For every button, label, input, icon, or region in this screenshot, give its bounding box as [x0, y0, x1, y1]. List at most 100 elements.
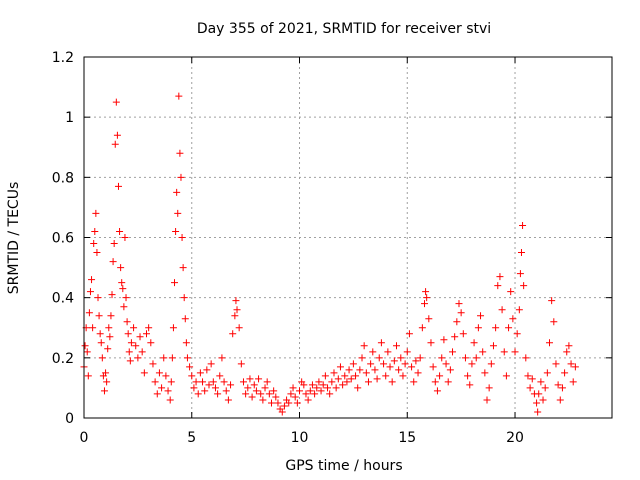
- data-point: [569, 378, 577, 386]
- data-point: [516, 270, 524, 278]
- data-point: [343, 378, 351, 386]
- data-point: [474, 324, 482, 332]
- data-point: [181, 315, 189, 323]
- data-point: [535, 390, 543, 398]
- data-point: [453, 318, 461, 326]
- data-point: [92, 209, 100, 217]
- data-point: [550, 318, 558, 326]
- data-point: [468, 360, 476, 368]
- axis-ticks: 0 0.2 0.4 0.6 0.8 1 1.2 0 5 10 15 20: [52, 50, 612, 446]
- data-point: [306, 387, 314, 395]
- x-tick-label: 15: [398, 430, 416, 446]
- data-point: [382, 372, 390, 380]
- data-point: [194, 390, 202, 398]
- data-point: [261, 384, 269, 392]
- data-point: [123, 318, 131, 326]
- data-point: [252, 387, 260, 395]
- data-point: [211, 384, 219, 392]
- data-point: [164, 387, 172, 395]
- data-point: [349, 360, 357, 368]
- data-point: [136, 333, 144, 341]
- data-point: [227, 381, 235, 389]
- data-point: [489, 342, 497, 350]
- data-point: [330, 369, 338, 377]
- data-point: [526, 384, 534, 392]
- data-point: [138, 348, 146, 356]
- data-point: [481, 369, 489, 377]
- data-point: [196, 369, 204, 377]
- data-point: [362, 369, 370, 377]
- data-point: [556, 396, 564, 404]
- data-point: [324, 384, 332, 392]
- data-point: [89, 324, 97, 332]
- data-point: [397, 354, 405, 362]
- data-point: [263, 378, 271, 386]
- data-point: [84, 372, 92, 380]
- data-point: [533, 399, 541, 407]
- data-point: [548, 297, 556, 305]
- data-point: [207, 360, 215, 368]
- data-point: [308, 381, 316, 389]
- data-point: [124, 330, 132, 338]
- data-point: [408, 363, 416, 371]
- data-point: [280, 402, 288, 410]
- data-point: [147, 339, 155, 347]
- data-point: [218, 354, 226, 362]
- data-point: [239, 378, 247, 386]
- data-point: [248, 393, 256, 401]
- data-point: [151, 378, 159, 386]
- data-point: [414, 369, 422, 377]
- data-point: [534, 408, 542, 416]
- data-point: [358, 354, 366, 362]
- data-point: [517, 249, 525, 257]
- data-point: [347, 375, 355, 383]
- data-point: [571, 363, 579, 371]
- data-point: [423, 294, 431, 302]
- x-tick-label: 5: [187, 430, 196, 446]
- y-tick-label: 1: [65, 110, 74, 126]
- data-point: [300, 381, 308, 389]
- data-point: [125, 348, 133, 356]
- data-point: [313, 384, 321, 392]
- data-point: [386, 363, 394, 371]
- x-tick-label: 0: [80, 430, 89, 446]
- data-point: [446, 366, 454, 374]
- data-point: [500, 348, 508, 356]
- data-point: [86, 288, 94, 296]
- data-point: [244, 384, 252, 392]
- data-point: [319, 381, 327, 389]
- data-point: [513, 330, 521, 338]
- data-point: [203, 366, 211, 374]
- data-point: [272, 393, 280, 401]
- data-point: [102, 369, 110, 377]
- data-point: [360, 342, 368, 350]
- data-point: [442, 360, 450, 368]
- data-point: [117, 264, 125, 272]
- data-point: [554, 381, 562, 389]
- data-point: [81, 342, 89, 350]
- data-point: [167, 378, 175, 386]
- data-point: [173, 188, 181, 196]
- data-point: [177, 173, 185, 181]
- data-point: [250, 381, 258, 389]
- data-point: [174, 209, 182, 217]
- data-point: [287, 390, 295, 398]
- data-point: [104, 345, 112, 353]
- data-point: [502, 372, 510, 380]
- data-point: [515, 306, 523, 314]
- data-point: [222, 387, 230, 395]
- x-tick-label: 20: [506, 430, 524, 446]
- data-point: [107, 312, 115, 320]
- data-point: [519, 221, 527, 229]
- data-point: [83, 348, 91, 356]
- data-point: [201, 387, 209, 395]
- data-point: [270, 387, 278, 395]
- y-tick-label: 0: [65, 411, 74, 427]
- data-point: [153, 390, 161, 398]
- data-point: [440, 336, 448, 344]
- data-point: [232, 297, 240, 305]
- data-point: [425, 315, 433, 323]
- data-point: [537, 378, 545, 386]
- data-point: [255, 375, 263, 383]
